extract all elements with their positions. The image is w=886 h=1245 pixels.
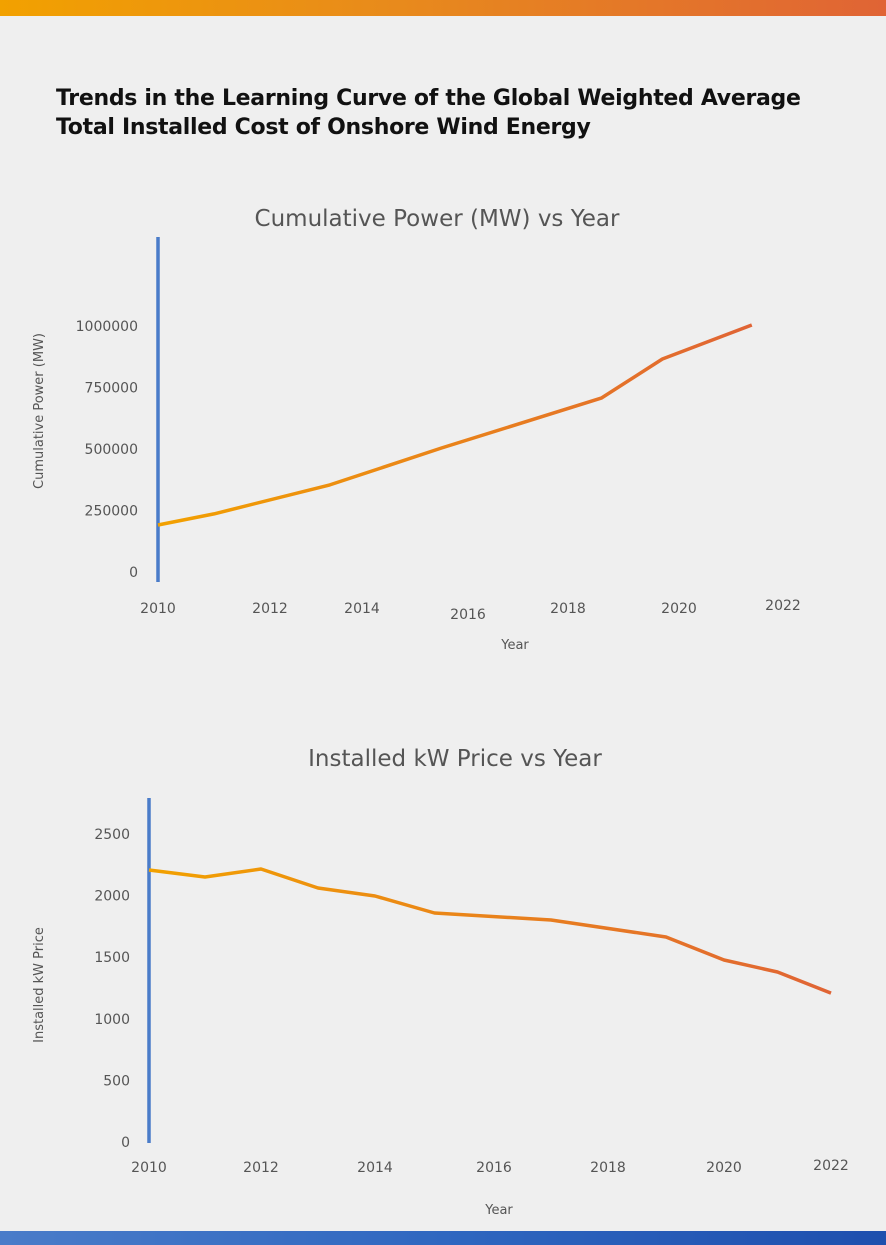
x-tick-label: 2016 bbox=[476, 1160, 512, 1176]
x-tick-label: 2020 bbox=[661, 601, 697, 617]
y-tick-label: 1000 bbox=[94, 1012, 130, 1028]
bottom-accent-bar bbox=[0, 1231, 886, 1245]
x-tick-label: 2014 bbox=[357, 1160, 393, 1176]
y-tick-label: 1500 bbox=[94, 950, 130, 966]
series-line bbox=[148, 867, 832, 995]
page-title-line-2: Total Installed Cost of Onshore Wind Ene… bbox=[56, 115, 591, 140]
y-tick-label: 0 bbox=[121, 1135, 130, 1151]
x-tick-label: 2022 bbox=[765, 598, 801, 614]
x-tick-label: 2010 bbox=[131, 1160, 167, 1176]
x-tick-label: 2014 bbox=[344, 601, 380, 617]
installed-price-chart: Installed kW Price vs Year Installed kW … bbox=[32, 746, 886, 1218]
x-tick-label: 2018 bbox=[590, 1160, 626, 1176]
y-axis-label: Installed kW Price bbox=[32, 927, 47, 1043]
y-tick-label: 750000 bbox=[85, 381, 138, 397]
x-tick-label: 2020 bbox=[706, 1160, 742, 1176]
x-tick-label: 2018 bbox=[550, 601, 586, 617]
x-tick-label: 2010 bbox=[140, 601, 176, 617]
top-accent-bar bbox=[0, 0, 886, 16]
chart-title: Cumulative Power (MW) vs Year bbox=[255, 206, 620, 232]
chart-title: Installed kW Price vs Year bbox=[308, 746, 602, 772]
x-tick-label: 2016 bbox=[450, 607, 486, 623]
y-tick-label: 2500 bbox=[94, 827, 130, 843]
series-line bbox=[157, 323, 753, 527]
y-tick-label: 1000000 bbox=[76, 319, 138, 335]
y-tick-label: 0 bbox=[129, 565, 138, 581]
x-tick-label: 2022 bbox=[813, 1158, 849, 1174]
y-tick-label: 500 bbox=[103, 1073, 130, 1089]
y-tick-label: 2000 bbox=[94, 889, 130, 905]
x-axis-label: Year bbox=[500, 638, 529, 653]
x-tick-label: 2012 bbox=[243, 1160, 279, 1176]
x-tick-label: 2012 bbox=[252, 601, 288, 617]
y-tick-label: 500000 bbox=[85, 442, 138, 458]
page-title: Trends in the Learning Curve of the Glob… bbox=[56, 84, 856, 142]
x-axis-label: Year bbox=[484, 1203, 513, 1218]
page-title-line-1: Trends in the Learning Curve of the Glob… bbox=[56, 86, 801, 111]
y-axis-label: Cumulative Power (MW) bbox=[32, 333, 47, 489]
cumulative-power-chart: Cumulative Power (MW) vs Year Cumulative… bbox=[32, 206, 886, 653]
y-tick-label: 250000 bbox=[85, 504, 138, 520]
